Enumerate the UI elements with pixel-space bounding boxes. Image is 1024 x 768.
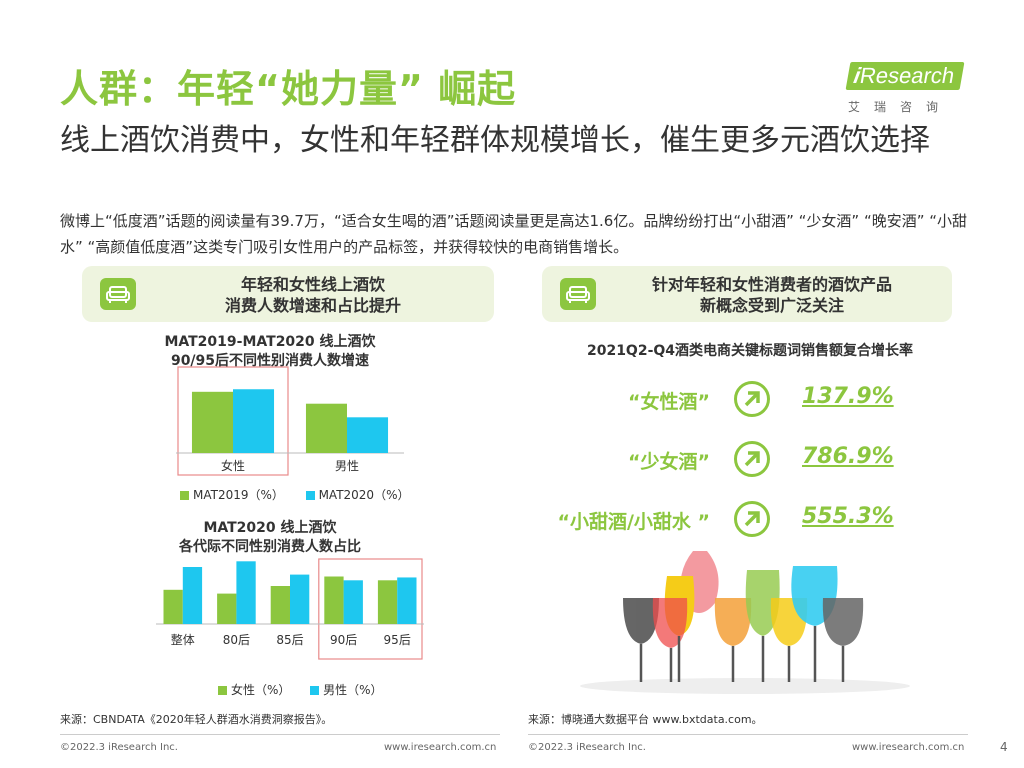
page-subtitle: 线上酒饮消费中，女性和年轻群体规模增长，催生更多元酒饮选择	[60, 123, 930, 158]
growth-rate: 555.3%	[802, 504, 894, 529]
bar-整体-0	[163, 589, 183, 624]
legend-item: MAT2020（%）	[305, 488, 409, 502]
legend-item: 女性（%）	[218, 683, 290, 697]
arrow-up-right-icon	[734, 441, 770, 477]
iresearch-logo-cn: 艾瑞咨询	[848, 100, 953, 114]
x-tick-label: 整体	[171, 632, 195, 647]
x-tick-label: 男性	[335, 459, 359, 473]
chart1-plot: 女性 男性	[176, 366, 404, 476]
sofa-icon	[100, 278, 136, 310]
sofa-icon	[560, 278, 596, 310]
page-description: 微博上“低度酒”话题的阅读量有39.7万，“适合女生喝的酒”话题阅读量更是高达1…	[60, 212, 968, 256]
footer-copyright: ©2022.3 iResearch Inc.	[60, 742, 178, 753]
arrow-up-right-icon	[734, 381, 770, 417]
highlight-box	[177, 366, 289, 476]
bar-85后-1	[290, 574, 310, 624]
chart2-plot: 整体 80后 85后 90后 95后	[156, 558, 424, 660]
bar-85后-0	[270, 586, 290, 624]
bar-整体-1	[182, 567, 203, 624]
iresearch-logo: iResearch	[845, 62, 965, 90]
chart2-title: MAT2020 线上酒饮 各代际不同性别消费人数占比	[179, 520, 361, 555]
bar-95后-1	[397, 577, 417, 624]
x-tick-label: 95后	[384, 633, 411, 647]
chart2-legend: 女性（%） 男性（%）	[218, 681, 382, 698]
source-note-right: 来源：博晓通大数据平台 www.bxtdata.com。	[528, 713, 763, 726]
page-title: 人群：年轻“她力量” 崛起	[60, 67, 517, 111]
legend-item: 男性（%）	[310, 683, 382, 697]
x-tick-label: 85后	[276, 633, 303, 647]
footer-copyright: ©2022.3 iResearch Inc.	[528, 742, 646, 753]
bar-80后-1	[236, 561, 256, 624]
right-panel-heading: 针对年轻和女性消费者的酒饮产品 新概念受到广泛关注	[542, 266, 952, 322]
bar-女性-1	[233, 389, 275, 453]
footer-url[interactable]: www.iresearch.com.cn	[852, 742, 965, 753]
x-tick-label: 女性	[221, 458, 245, 473]
left-panel-heading: 年轻和女性线上酒饮 消费人数增速和占比提升	[82, 266, 494, 322]
bar-80后-0	[217, 593, 237, 624]
x-tick-label: 90后	[330, 633, 357, 647]
bar-90后-0	[324, 576, 344, 624]
footer-divider	[60, 734, 500, 735]
legend-item: MAT2019（%）	[180, 488, 284, 502]
keyword-label: “小甜酒/小甜水 ”	[557, 511, 710, 533]
bar-男性-1	[347, 417, 389, 453]
chart1-legend: MAT2019（%） MAT2020（%）	[180, 486, 409, 503]
right-chart-title: 2021Q2-Q4酒类电商关键标题词销售额复合增长率	[586, 343, 914, 359]
bar-女性-0	[191, 391, 233, 453]
arrow-up-right-icon	[734, 501, 770, 537]
x-tick-label: 80后	[223, 633, 250, 647]
keyword-label: “少女酒”	[628, 451, 710, 473]
footer-url[interactable]: www.iresearch.com.cn	[384, 742, 497, 753]
bar-90后-1	[343, 580, 363, 624]
footer-divider	[528, 734, 968, 735]
keyword-label: “女性酒”	[628, 391, 710, 413]
chart1-title: MAT2019-MAT2020 线上酒饮 90/95后不同性别消费人数增速	[164, 334, 376, 369]
growth-rate: 786.9%	[802, 444, 894, 469]
bar-95后-0	[377, 580, 398, 624]
source-note-left: 来源：CBNDATA《2020年轻人群酒水消费洞察报告》。	[60, 713, 333, 726]
highlight-box	[318, 558, 423, 660]
wine-glasses-illustration	[580, 551, 910, 694]
bar-男性-0	[305, 403, 347, 453]
page-number: 4	[1000, 740, 1008, 754]
growth-rate: 137.9%	[802, 384, 894, 409]
